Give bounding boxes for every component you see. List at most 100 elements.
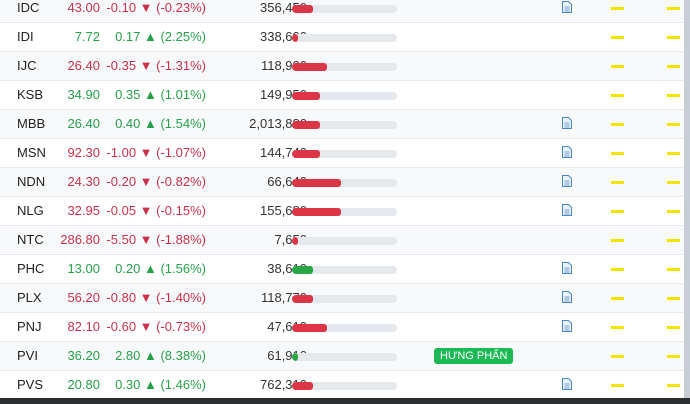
volume-bar [292,150,397,158]
symbol[interactable]: MBB [17,116,46,131]
volume-bar-fill [292,34,299,42]
table-row[interactable]: IDI 7.72 0.17 ▲ (2.25%) 338,600 [0,23,684,52]
dash-marker-icon [611,181,624,184]
price: 32.95 [67,203,100,218]
table-row[interactable]: NLG 32.95 -0.05 ▼ (-0.15%) 155,680 [0,197,684,226]
dash-marker-icon [611,384,624,387]
dash-marker-icon [667,181,680,184]
symbol[interactable]: NLG [17,203,44,218]
volume-bar-fill [292,382,313,390]
volume-bar-fill [292,150,321,158]
table-row[interactable]: NDN 24.30 -0.20 ▼ (-0.82%) 66,640 [0,168,684,197]
volume-bar [292,63,397,71]
symbol[interactable]: NTC [17,232,44,247]
document-icon[interactable] [562,117,572,129]
table-row[interactable]: MSN 92.30 -1.00 ▼ (-1.07%) 144,740 [0,139,684,168]
symbol[interactable]: PNJ [17,319,42,334]
dash-marker-icon [667,239,680,242]
dash-marker-icon [667,297,680,300]
document-icon[interactable] [562,175,572,187]
document-icon[interactable] [562,146,572,158]
table-row[interactable]: IJC 26.40 -0.35 ▼ (-1.31%) 118,900 [0,52,684,81]
price: 26.40 [67,58,100,73]
document-icon[interactable] [562,1,572,13]
change: -5.50 ▼ (-1.88%) [106,232,206,247]
volume-bar [292,179,397,187]
dash-marker-icon [667,94,680,97]
scrollbar[interactable] [684,0,690,398]
change: 0.35 ▲ (1.01%) [115,87,206,102]
volume-bar [292,5,397,13]
document-icon[interactable] [562,320,572,332]
dash-marker-icon [611,152,624,155]
dash-marker-icon [667,384,680,387]
status-badge: HƯNG PHẤN [434,348,514,364]
volume-bar [292,208,397,216]
table-row[interactable]: PLX 56.20 -0.80 ▼ (-1.40%) 118,770 [0,284,684,313]
price: 286.80 [60,232,100,247]
taskbar [0,398,690,404]
dash-marker-icon [611,268,624,271]
volume-bar [292,382,397,390]
table-row[interactable]: KSB 34.90 0.35 ▲ (1.01%) 149,950 [0,81,684,110]
document-icon[interactable] [562,291,572,303]
symbol[interactable]: IJC [17,58,37,73]
table-row[interactable]: IDC 43.00 -0.10 ▼ (-0.23%) 356,450 [0,0,684,23]
table-row[interactable]: PNJ 82.10 -0.60 ▼ (-0.73%) 47,610 [0,313,684,342]
change: -0.60 ▼ (-0.73%) [106,319,206,334]
volume-bar-fill [292,121,321,129]
volume-bar [292,237,397,245]
dash-marker-icon [667,326,680,329]
symbol[interactable]: PVI [17,348,38,363]
symbol[interactable]: PHC [17,261,45,276]
dash-marker-icon [611,7,624,10]
change: 0.20 ▲ (1.56%) [115,261,206,276]
volume-bar [292,324,397,332]
change: -0.80 ▼ (-1.40%) [106,290,206,305]
volume-bar-fill [292,237,299,245]
change: -0.10 ▼ (-0.23%) [106,0,206,15]
dash-marker-icon [667,65,680,68]
symbol[interactable]: KSB [17,87,44,102]
volume-bar-fill [292,324,327,332]
dash-marker-icon [611,326,624,329]
change: -0.05 ▼ (-0.15%) [106,203,206,218]
symbol[interactable]: PVS [17,377,44,392]
volume-bar [292,353,397,361]
table-row[interactable]: PHC 13.00 0.20 ▲ (1.56%) 38,610 [0,255,684,284]
dash-marker-icon [667,36,680,39]
symbol[interactable]: PLX [17,290,42,305]
document-icon[interactable] [562,204,572,216]
symbol[interactable]: MSN [17,145,46,160]
table-row[interactable]: NTC 286.80 -5.50 ▼ (-1.88%) 7,650 [0,226,684,255]
volume-bar-fill [292,266,313,274]
symbol[interactable]: NDN [17,174,46,189]
price: 24.30 [67,174,100,189]
dash-marker-icon [667,152,680,155]
symbol[interactable]: IDI [17,29,34,44]
volume-bar-fill [292,63,327,71]
dash-marker-icon [667,355,680,358]
symbol[interactable]: IDC [17,0,40,15]
document-icon[interactable] [562,378,572,390]
volume-bar-fill [292,295,313,303]
table-row[interactable]: MBB 26.40 0.40 ▲ (1.54%) 2,013,880 [0,110,684,139]
dash-marker-icon [611,239,624,242]
volume-bar [292,121,397,129]
dash-marker-icon [667,123,680,126]
price: 34.90 [67,87,100,102]
table-row[interactable]: PVS 20.80 0.30 ▲ (1.46%) 762,310 [0,371,684,400]
volume-bar-fill [292,5,313,13]
dash-marker-icon [667,210,680,213]
change: 2.80 ▲ (8.38%) [115,348,206,363]
document-icon[interactable] [562,262,572,274]
table-row[interactable]: PVI 36.20 2.80 ▲ (8.38%) 61,910 HƯNG PHẤ… [0,342,684,371]
volume-bar-fill [292,179,342,187]
dash-marker-icon [611,355,624,358]
volume-bar-fill [292,208,342,216]
price: 13.00 [67,261,100,276]
change: -0.35 ▼ (-1.31%) [106,58,206,73]
price: 7.72 [74,29,100,44]
dash-marker-icon [667,7,680,10]
dash-marker-icon [611,94,624,97]
